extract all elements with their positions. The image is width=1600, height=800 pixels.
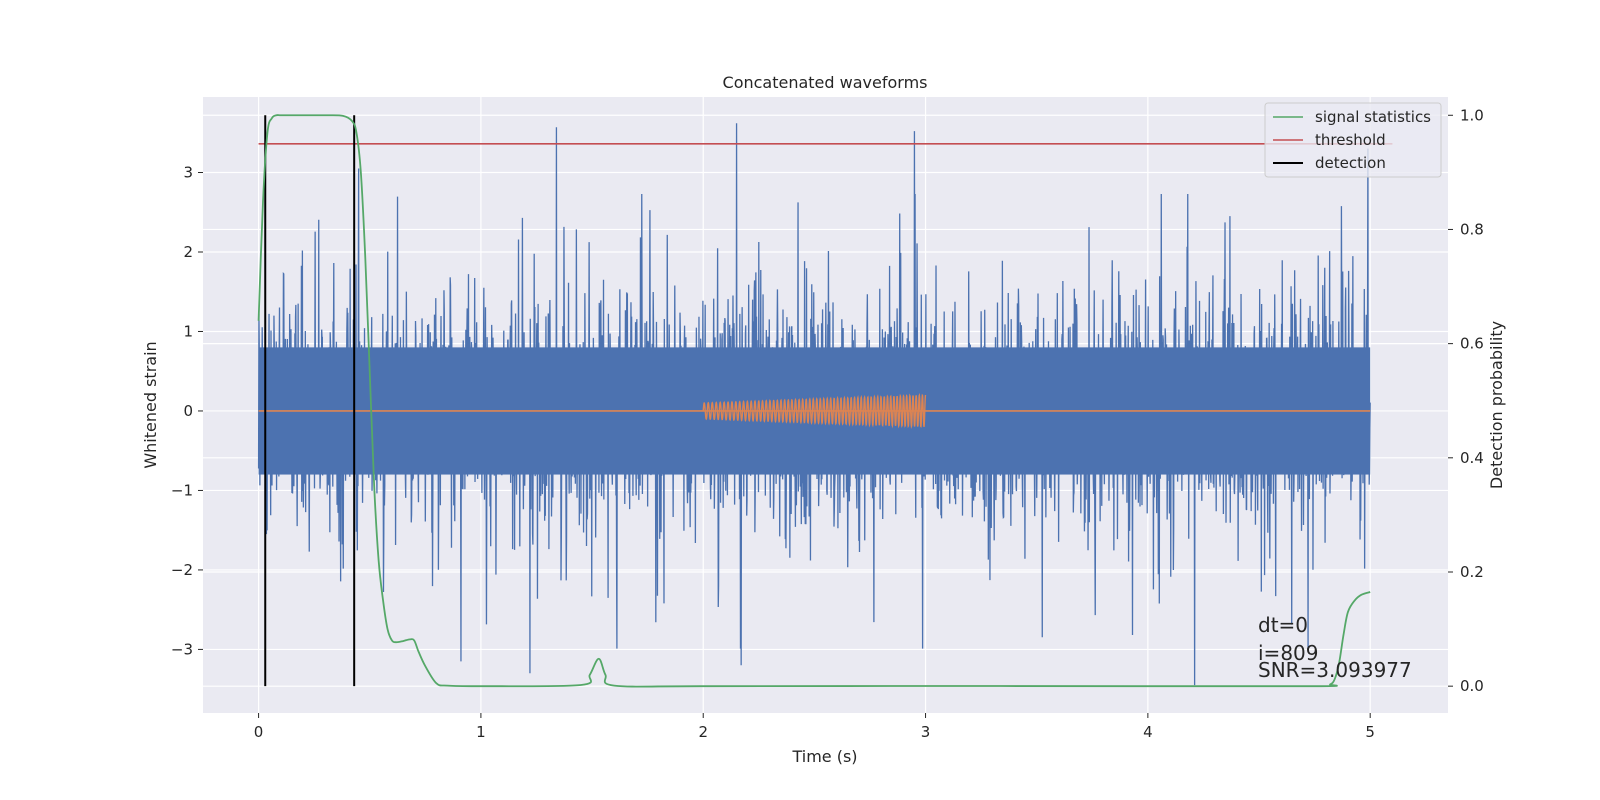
- y-tick-label: 0: [183, 402, 193, 420]
- y-tick-label: −2: [171, 561, 193, 579]
- legend: signal statistics threshold detection: [1264, 102, 1442, 178]
- annotation-dt: dt=0: [1258, 613, 1308, 637]
- chart-title: Concatenated waveforms: [723, 73, 928, 92]
- legend-label-detection: detection: [1315, 154, 1386, 172]
- annotation-block: dt=0 i=809 SNR=3.093977: [1258, 613, 1412, 682]
- y2-tick-label: 0.6: [1460, 335, 1484, 353]
- y-tick-label: 2: [183, 243, 193, 261]
- y-tick-label: 3: [183, 164, 193, 182]
- y-tick-label: −3: [171, 640, 193, 658]
- x-tick-label: 0: [254, 723, 264, 741]
- y2-tick-label: 0.0: [1460, 677, 1484, 695]
- tick-layer: 0 1 2 3 4 5 −3 −2 −1 0 1 2 3 0.0 0.2 0.4 0.6 0.8 1.0: [171, 106, 1484, 741]
- signal-statistics-line: [257, 114, 1371, 688]
- y-tick-label: 1: [183, 322, 193, 340]
- y-tick-label: −1: [171, 481, 193, 499]
- legend-label-signal-statistics: signal statistics: [1315, 108, 1431, 126]
- legend-box: [1264, 102, 1442, 178]
- x-tick-label: 2: [698, 723, 708, 741]
- x-axis-label: Time (s): [791, 747, 857, 766]
- y2-tick-label: 0.4: [1460, 449, 1484, 467]
- y2-tick-label: 1.0: [1460, 106, 1484, 124]
- detection-series: [264, 115, 356, 687]
- x-tick-label: 4: [1143, 723, 1153, 741]
- y-axis-label: Whitened strain: [141, 341, 160, 468]
- template-series: [258, 392, 1371, 430]
- annotation-index: i=809: [1258, 641, 1319, 665]
- x-tick-label: 1: [476, 723, 486, 741]
- template-chirp: [702, 392, 927, 430]
- x-tick-label: 3: [921, 723, 931, 741]
- annotation-snr: SNR=3.093977: [1258, 658, 1412, 682]
- legend-label-threshold: threshold: [1315, 131, 1386, 149]
- x-tick-label: 5: [1365, 723, 1375, 741]
- y2-tick-label: 0.8: [1460, 220, 1484, 238]
- y2-axis-label: Detection probability: [1487, 321, 1506, 489]
- y2-tick-label: 0.2: [1460, 563, 1484, 581]
- signal-statistics-series: [257, 114, 1371, 688]
